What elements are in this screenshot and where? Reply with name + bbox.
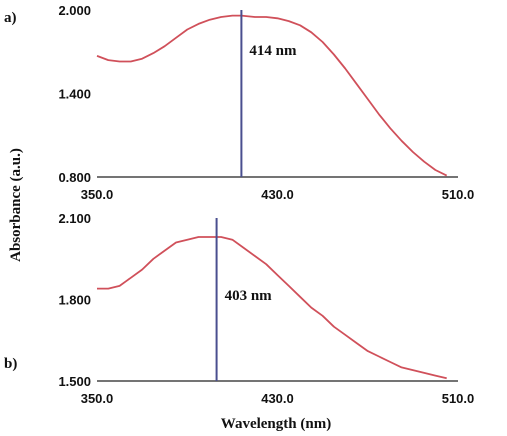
panel-a-x-tick-label: 430.0 bbox=[261, 187, 294, 202]
panel-a-x-tick-label: 350.0 bbox=[81, 187, 114, 202]
panel-a-x-ticks: 350.0 430.0 510.0 bbox=[81, 187, 475, 202]
y-axis-label: Absorbance (a.u.) bbox=[8, 148, 24, 262]
panel-b-x-ticks: 350.0 430.0 510.0 bbox=[81, 391, 475, 406]
panel-b-letter: b) bbox=[4, 356, 17, 372]
panel-b-absorbance-curve bbox=[97, 236, 447, 380]
panel-a-y-tick-label: 1.400 bbox=[58, 87, 91, 102]
panel-a-letter: a) bbox=[4, 10, 17, 26]
panel-a: a) 2.000 1.400 0.800 350.0 430.0 510.0 414 n… bbox=[4, 3, 474, 202]
panel-b-y-tick-label: 2.100 bbox=[58, 211, 91, 226]
panel-b-x-tick-label: 350.0 bbox=[81, 391, 114, 406]
panel-b: b) 2.100 1.800 1.500 350.0 430.0 510.0 403 n… bbox=[4, 211, 474, 406]
panel-a-y-tick-label: 2.000 bbox=[58, 3, 91, 18]
panel-a-y-tick-label: 0.800 bbox=[58, 170, 91, 185]
x-axis-label: Wavelength (nm) bbox=[221, 416, 331, 432]
panel-a-x-tick-label: 510.0 bbox=[442, 187, 475, 202]
panel-b-y-tick-label: 1.500 bbox=[58, 374, 91, 389]
panel-b-x-tick-label: 430.0 bbox=[261, 391, 294, 406]
panel-b-y-ticks: 2.100 1.800 1.500 bbox=[58, 211, 91, 389]
panel-a-y-ticks: 2.000 1.400 0.800 bbox=[58, 3, 91, 185]
panel-a-peak-annotation: 414 nm bbox=[249, 43, 297, 59]
panel-b-x-tick-label: 510.0 bbox=[442, 391, 475, 406]
panel-b-y-tick-label: 1.800 bbox=[58, 293, 91, 308]
panel-b-peak-annotation: 403 nm bbox=[225, 288, 273, 304]
panel-a-absorbance-curve bbox=[96, 14, 448, 177]
